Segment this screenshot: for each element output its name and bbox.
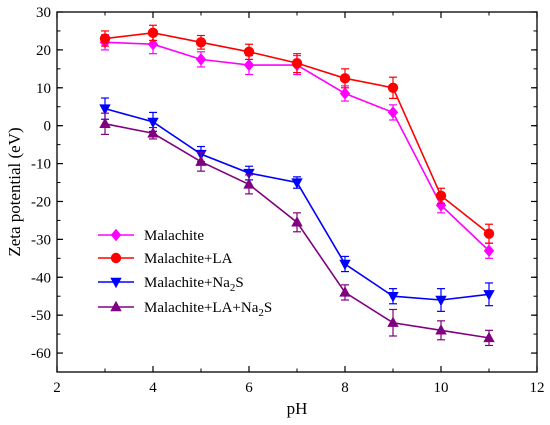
data-point (483, 290, 495, 301)
data-point (339, 73, 351, 84)
y-tick-label: -50 (31, 308, 51, 324)
series-layer (99, 24, 495, 347)
data-point (483, 244, 495, 257)
x-axis-tick-labels: 2 4 6 8 10 12 (53, 380, 544, 396)
legend-label: Malachite (144, 228, 204, 244)
data-point (483, 228, 495, 239)
legend-label: Malachite+Na2S (144, 275, 244, 294)
x-tick-label: 10 (434, 380, 449, 396)
y-tick-label: 10 (36, 81, 51, 97)
series-malachite-la-na2s (99, 112, 495, 347)
legend-marker (110, 252, 122, 264)
data-point (195, 53, 207, 66)
data-point (435, 324, 447, 335)
data-point (387, 82, 399, 93)
x-tick-label: 2 (53, 380, 61, 396)
y-tick-label: -60 (31, 346, 51, 362)
data-point (147, 27, 159, 39)
data-point (291, 216, 303, 227)
data-point (147, 117, 159, 129)
y-tick-label: 0 (44, 119, 52, 135)
legend-label-subscript: 2 (258, 307, 264, 319)
y-axis-tick-labels: 30 20 10 0 -10 -20 -30 -40 -50 -60 (31, 5, 51, 362)
data-point (387, 316, 399, 327)
data-point (339, 87, 351, 100)
series-malachite-na2s (99, 97, 495, 312)
data-point (387, 292, 399, 303)
legend-label-tail: S (264, 300, 272, 316)
data-point (339, 286, 351, 297)
y-tick-label: -10 (31, 157, 51, 173)
data-point (339, 259, 351, 271)
data-point (195, 37, 207, 48)
legend-label: Malachite+LA+Na2S (144, 300, 272, 319)
y-tick-label: -40 (31, 270, 51, 286)
legend-marker (110, 228, 122, 242)
data-point (99, 117, 111, 128)
legend-label-text: Malachite+Na (144, 275, 230, 291)
data-point (243, 46, 255, 57)
data-point (435, 199, 447, 212)
data-point (147, 127, 159, 138)
legend-label-text: Malachite (144, 228, 204, 244)
data-point (195, 155, 207, 166)
x-tick-label: 12 (530, 380, 545, 396)
x-axis-label: pH (287, 399, 308, 418)
data-point (147, 38, 159, 51)
data-point (291, 57, 303, 69)
data-point (387, 106, 399, 119)
legend-item: Malachite (98, 228, 204, 244)
series-malachite-la (99, 24, 495, 244)
legend-label-text: Malachite+LA+Na (144, 300, 259, 316)
y-axis-label: Zeta potential (eV) (5, 127, 24, 256)
y-tick-label: 20 (36, 43, 51, 59)
legend-label-text: Malachite+LA (144, 251, 233, 267)
data-point (291, 178, 303, 189)
data-point (435, 295, 447, 307)
legend-item: Malachite+Na2S (98, 275, 244, 294)
legend-marker (110, 300, 122, 312)
data-point (99, 104, 111, 115)
y-tick-label: -20 (31, 194, 51, 210)
y-tick-label: -30 (31, 232, 51, 248)
legend-label-subscript: 2 (230, 282, 236, 294)
plot-frame (56, 11, 538, 373)
x-tick-label: 8 (341, 380, 349, 396)
legend-item: Malachite+LA (98, 251, 233, 267)
data-point (99, 33, 111, 44)
x-tick-label: 6 (245, 380, 253, 396)
legend-label-tail: S (235, 275, 243, 291)
series-line (104, 107, 490, 301)
legend-item: Malachite+LA+Na2S (98, 300, 272, 319)
legend-marker (110, 277, 122, 289)
x-tick-label: 4 (149, 380, 157, 396)
data-point (435, 190, 447, 201)
y-tick-label: 30 (36, 5, 51, 21)
legend-label: Malachite+LA (144, 251, 233, 267)
data-point (243, 58, 255, 72)
data-point (243, 168, 255, 180)
data-point (483, 331, 495, 343)
legend: MalachiteMalachite+LAMalachite+Na2SMalac… (98, 228, 272, 319)
data-point (243, 178, 255, 189)
